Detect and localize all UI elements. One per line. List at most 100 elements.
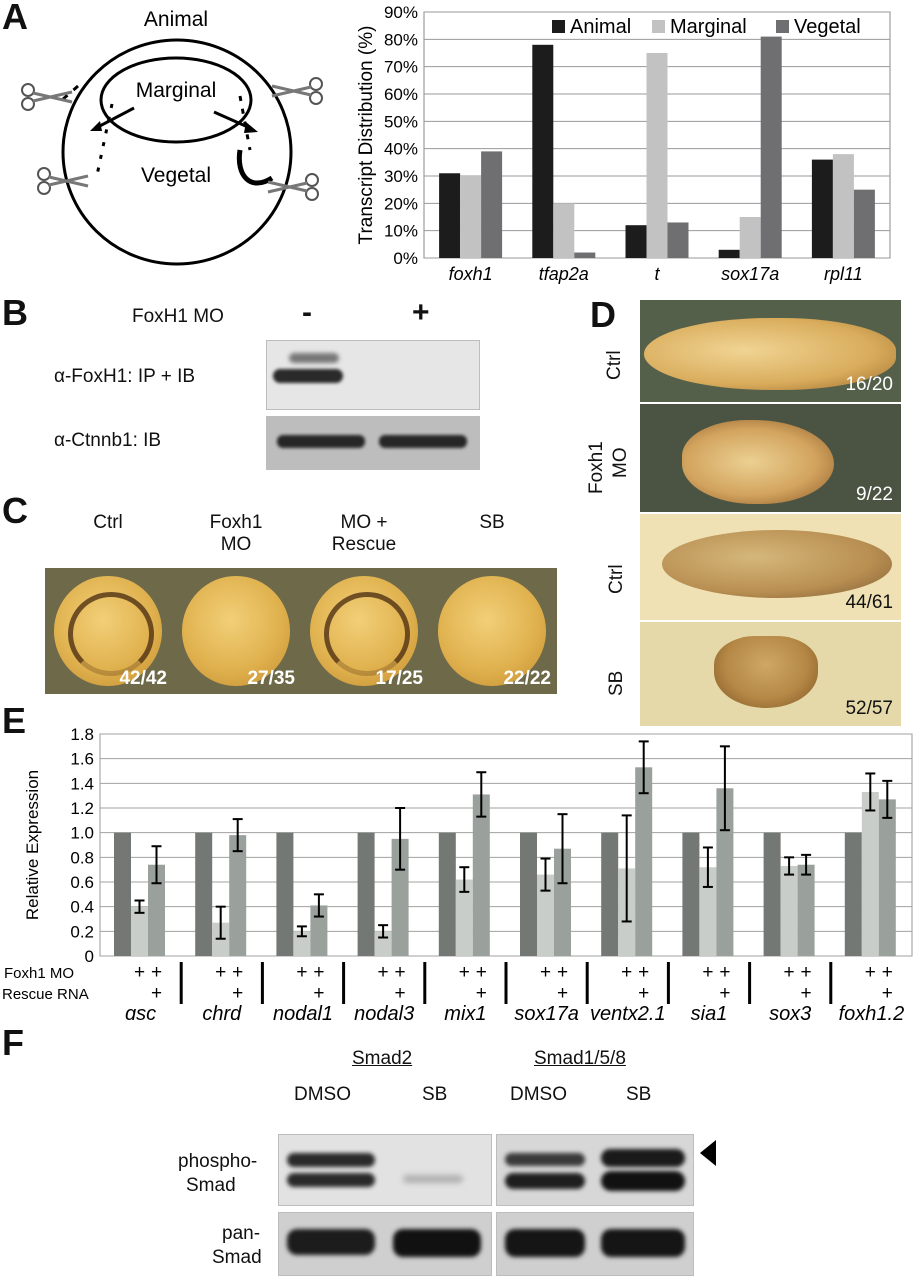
legend-swatch-vegetal xyxy=(776,20,789,33)
bar-foxh1.2-1 xyxy=(861,791,879,956)
mo-mark: + xyxy=(784,962,795,983)
x-tick-label: foxh1 xyxy=(449,264,493,284)
x-tick-label: ventx2.1 xyxy=(590,1003,666,1020)
y-tick-label: 0.2 xyxy=(70,922,94,941)
tadpole-image xyxy=(662,530,892,598)
embryo-tile-ctrl: 42/42 xyxy=(45,568,173,694)
band xyxy=(505,1153,585,1166)
mo-mark: + xyxy=(882,962,893,983)
bar-gsc-2 xyxy=(148,864,165,956)
tadpole-image xyxy=(714,636,818,708)
bar-animal-tfap2a xyxy=(532,44,554,258)
mo-mark: + xyxy=(476,962,487,983)
mo-mark: + xyxy=(702,962,713,983)
lane-label-sb-1: SB xyxy=(422,1084,448,1105)
d-label-sb: SB xyxy=(606,670,627,696)
mo-mark: + xyxy=(719,962,730,983)
y-tick-label: 0 xyxy=(85,947,94,966)
bar-ventx2.1-0 xyxy=(601,832,619,956)
smad2-header: Smad2 xyxy=(352,1048,413,1069)
bar-sox17a-2 xyxy=(554,848,571,956)
y-tick-label: 90% xyxy=(384,3,418,22)
band xyxy=(287,1153,375,1167)
bar-mix1-2 xyxy=(472,794,490,956)
smad158-header: Smad1/5/8 xyxy=(534,1048,626,1069)
tile-fraction: 22/22 xyxy=(503,668,551,689)
y-tick-label: 60% xyxy=(384,85,418,104)
band xyxy=(287,1173,375,1187)
y-axis-label: Relative Expression xyxy=(23,770,42,920)
arrow-right xyxy=(213,110,251,130)
mo-mark: + xyxy=(621,962,632,983)
panel-letter-b: B xyxy=(2,292,28,333)
tile-fraction: 9/22 xyxy=(856,484,893,505)
tadpole-image xyxy=(644,318,896,390)
panel-c-labels: Ctrl Foxh1 MO MO + Rescue SB xyxy=(44,512,556,568)
bar-marginal-t xyxy=(646,53,668,258)
panel-letter-c: C xyxy=(2,490,28,531)
mo-plus-label: + xyxy=(412,296,430,329)
mo-mark: + xyxy=(313,962,324,983)
bar-vegetal-sox17a xyxy=(760,36,782,258)
y-tick-label: 10% xyxy=(384,222,418,241)
relative-expression-chart: 0 0.2 0.4 0.6 0.8 1.0 1.2 1.4 1.6 1.8 Relative Exp… xyxy=(2,725,913,1020)
y-tick-label: 1.0 xyxy=(70,824,94,843)
lane-label-sb-2: SB xyxy=(626,1084,652,1105)
embryo-outline xyxy=(61,38,293,266)
ctnnb1-band-1 xyxy=(277,435,365,448)
ctnnb1-blot xyxy=(266,416,480,470)
band-faint xyxy=(403,1175,463,1183)
rescue-mark: + xyxy=(313,983,324,1004)
bar-gsc-1 xyxy=(131,906,148,956)
marginal-zone-outline xyxy=(99,56,253,144)
legend-swatch-animal xyxy=(552,20,565,33)
bar-sox3-2 xyxy=(797,864,815,956)
y-axis-label: Transcript Distribution (%) xyxy=(356,26,377,245)
rescue-mark: + xyxy=(151,983,162,1004)
y-tick-label: 50% xyxy=(384,112,418,131)
d-label-foxh1-line2: MO xyxy=(610,447,631,478)
arrowhead-icon xyxy=(700,1140,716,1166)
arrow-right-head xyxy=(244,122,258,133)
tile-fraction: 44/61 xyxy=(845,592,893,613)
scissors-icon xyxy=(267,173,319,201)
tile-fraction: 17/25 xyxy=(375,668,423,689)
bar-sia1-1 xyxy=(699,867,717,956)
lane-label-dmso-1: DMSO xyxy=(294,1084,351,1105)
bar-sox17a-1 xyxy=(537,874,554,956)
cut-line-left xyxy=(94,103,114,181)
legend-label-marginal: Marginal xyxy=(670,16,747,38)
rescue-mark: + xyxy=(557,983,568,1004)
x-tick-label: foxh1.2 xyxy=(839,1003,905,1020)
x-tick-label: sox17a xyxy=(514,1003,579,1020)
bar-ventx2.1-2 xyxy=(635,767,653,956)
panel-c-embryos: 42/42 27/35 17/25 22/22 xyxy=(45,568,557,694)
band xyxy=(393,1229,481,1257)
x-tick-label: t xyxy=(654,264,660,284)
mo-minus-label: - xyxy=(302,296,312,329)
bar-nodal1-2 xyxy=(310,905,328,956)
gastrula-image xyxy=(310,576,418,686)
y-tick-label: 20% xyxy=(384,194,418,213)
tile-fraction: 52/57 xyxy=(845,698,893,719)
d-label-ctrl-1: Ctrl xyxy=(604,350,625,380)
mo-mark: + xyxy=(296,962,307,983)
gastrula-image xyxy=(54,576,162,686)
x-tick-label: nodal3 xyxy=(354,1003,414,1020)
mo-mark: + xyxy=(378,962,389,983)
bar-foxh1.2-0 xyxy=(844,832,862,956)
embryo-tile-rescue: 17/25 xyxy=(301,568,429,694)
panel-letter-a: A xyxy=(2,0,28,37)
bar-animal-sox17a xyxy=(718,249,740,258)
bar-animal-foxh1 xyxy=(439,173,461,258)
d-tile-ctrl-2: 44/61 xyxy=(640,514,901,620)
embryo-tile-foxh1-mo: 27/35 xyxy=(173,568,301,694)
x-tick-label: mix1 xyxy=(444,1003,486,1020)
lane-label-dmso-2: DMSO xyxy=(510,1084,567,1105)
y-tick-label: 40% xyxy=(384,140,418,159)
bar-vegetal-foxh1 xyxy=(481,151,503,258)
x-tick-label: sia1 xyxy=(691,1003,728,1020)
tile-fraction: 27/35 xyxy=(247,668,295,689)
rescue-mark: + xyxy=(882,983,893,1004)
panel-letter-e: E xyxy=(2,700,27,741)
